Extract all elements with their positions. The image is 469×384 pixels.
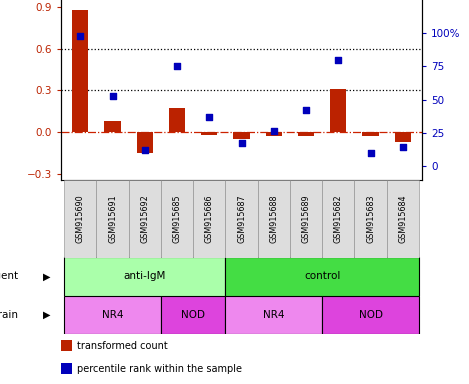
Bar bbox=[226, 296, 322, 334]
Bar bbox=[61, 340, 72, 351]
Text: ▶: ▶ bbox=[43, 271, 51, 281]
Bar bbox=[226, 180, 257, 258]
Bar bbox=[72, 10, 88, 132]
Text: anti-IgM: anti-IgM bbox=[124, 271, 166, 281]
Bar bbox=[129, 180, 161, 258]
Bar bbox=[322, 296, 419, 334]
Point bbox=[238, 140, 245, 146]
Text: GSM915687: GSM915687 bbox=[237, 195, 246, 243]
Text: GSM915690: GSM915690 bbox=[76, 195, 85, 243]
Point bbox=[270, 128, 278, 134]
Text: NR4: NR4 bbox=[263, 310, 285, 320]
Text: strain: strain bbox=[0, 310, 19, 320]
Bar bbox=[355, 180, 386, 258]
Bar bbox=[257, 180, 290, 258]
Bar bbox=[226, 257, 419, 296]
Point bbox=[76, 33, 84, 39]
Bar bbox=[64, 180, 97, 258]
Bar bbox=[290, 180, 322, 258]
Text: GSM915682: GSM915682 bbox=[334, 195, 343, 243]
Text: control: control bbox=[304, 271, 340, 281]
Text: transformed count: transformed count bbox=[77, 341, 168, 351]
Text: GSM915688: GSM915688 bbox=[269, 195, 278, 243]
Point bbox=[109, 93, 116, 99]
Text: GSM915691: GSM915691 bbox=[108, 195, 117, 243]
Bar bbox=[330, 89, 346, 132]
Text: GSM915685: GSM915685 bbox=[173, 195, 182, 243]
Text: GSM915689: GSM915689 bbox=[302, 195, 310, 243]
Point bbox=[302, 107, 310, 113]
Bar bbox=[169, 108, 185, 132]
Text: percentile rank within the sample: percentile rank within the sample bbox=[77, 364, 242, 374]
Text: GSM915684: GSM915684 bbox=[398, 195, 407, 243]
Text: ▶: ▶ bbox=[43, 310, 51, 320]
Bar bbox=[386, 180, 419, 258]
Bar bbox=[266, 132, 282, 136]
Text: GSM915686: GSM915686 bbox=[205, 195, 214, 243]
Bar bbox=[363, 132, 378, 136]
Bar bbox=[64, 296, 161, 334]
Bar bbox=[395, 132, 411, 142]
Point bbox=[205, 114, 213, 120]
Text: NOD: NOD bbox=[358, 310, 383, 320]
Point bbox=[141, 147, 149, 153]
Bar bbox=[234, 132, 250, 139]
Point bbox=[334, 57, 342, 63]
Bar bbox=[298, 132, 314, 136]
Text: GSM915683: GSM915683 bbox=[366, 195, 375, 243]
Text: NOD: NOD bbox=[181, 310, 205, 320]
Bar bbox=[105, 121, 121, 132]
Bar bbox=[161, 180, 193, 258]
Bar bbox=[97, 180, 129, 258]
Bar bbox=[193, 180, 226, 258]
Bar bbox=[137, 132, 153, 153]
Bar bbox=[161, 296, 226, 334]
Bar bbox=[322, 180, 355, 258]
Point bbox=[367, 149, 374, 156]
Bar bbox=[61, 363, 72, 374]
Text: NR4: NR4 bbox=[102, 310, 123, 320]
Point bbox=[173, 63, 181, 70]
Text: GSM915692: GSM915692 bbox=[140, 195, 149, 243]
Bar bbox=[64, 257, 226, 296]
Text: agent: agent bbox=[0, 271, 19, 281]
Bar bbox=[201, 132, 217, 135]
Point bbox=[399, 144, 407, 151]
